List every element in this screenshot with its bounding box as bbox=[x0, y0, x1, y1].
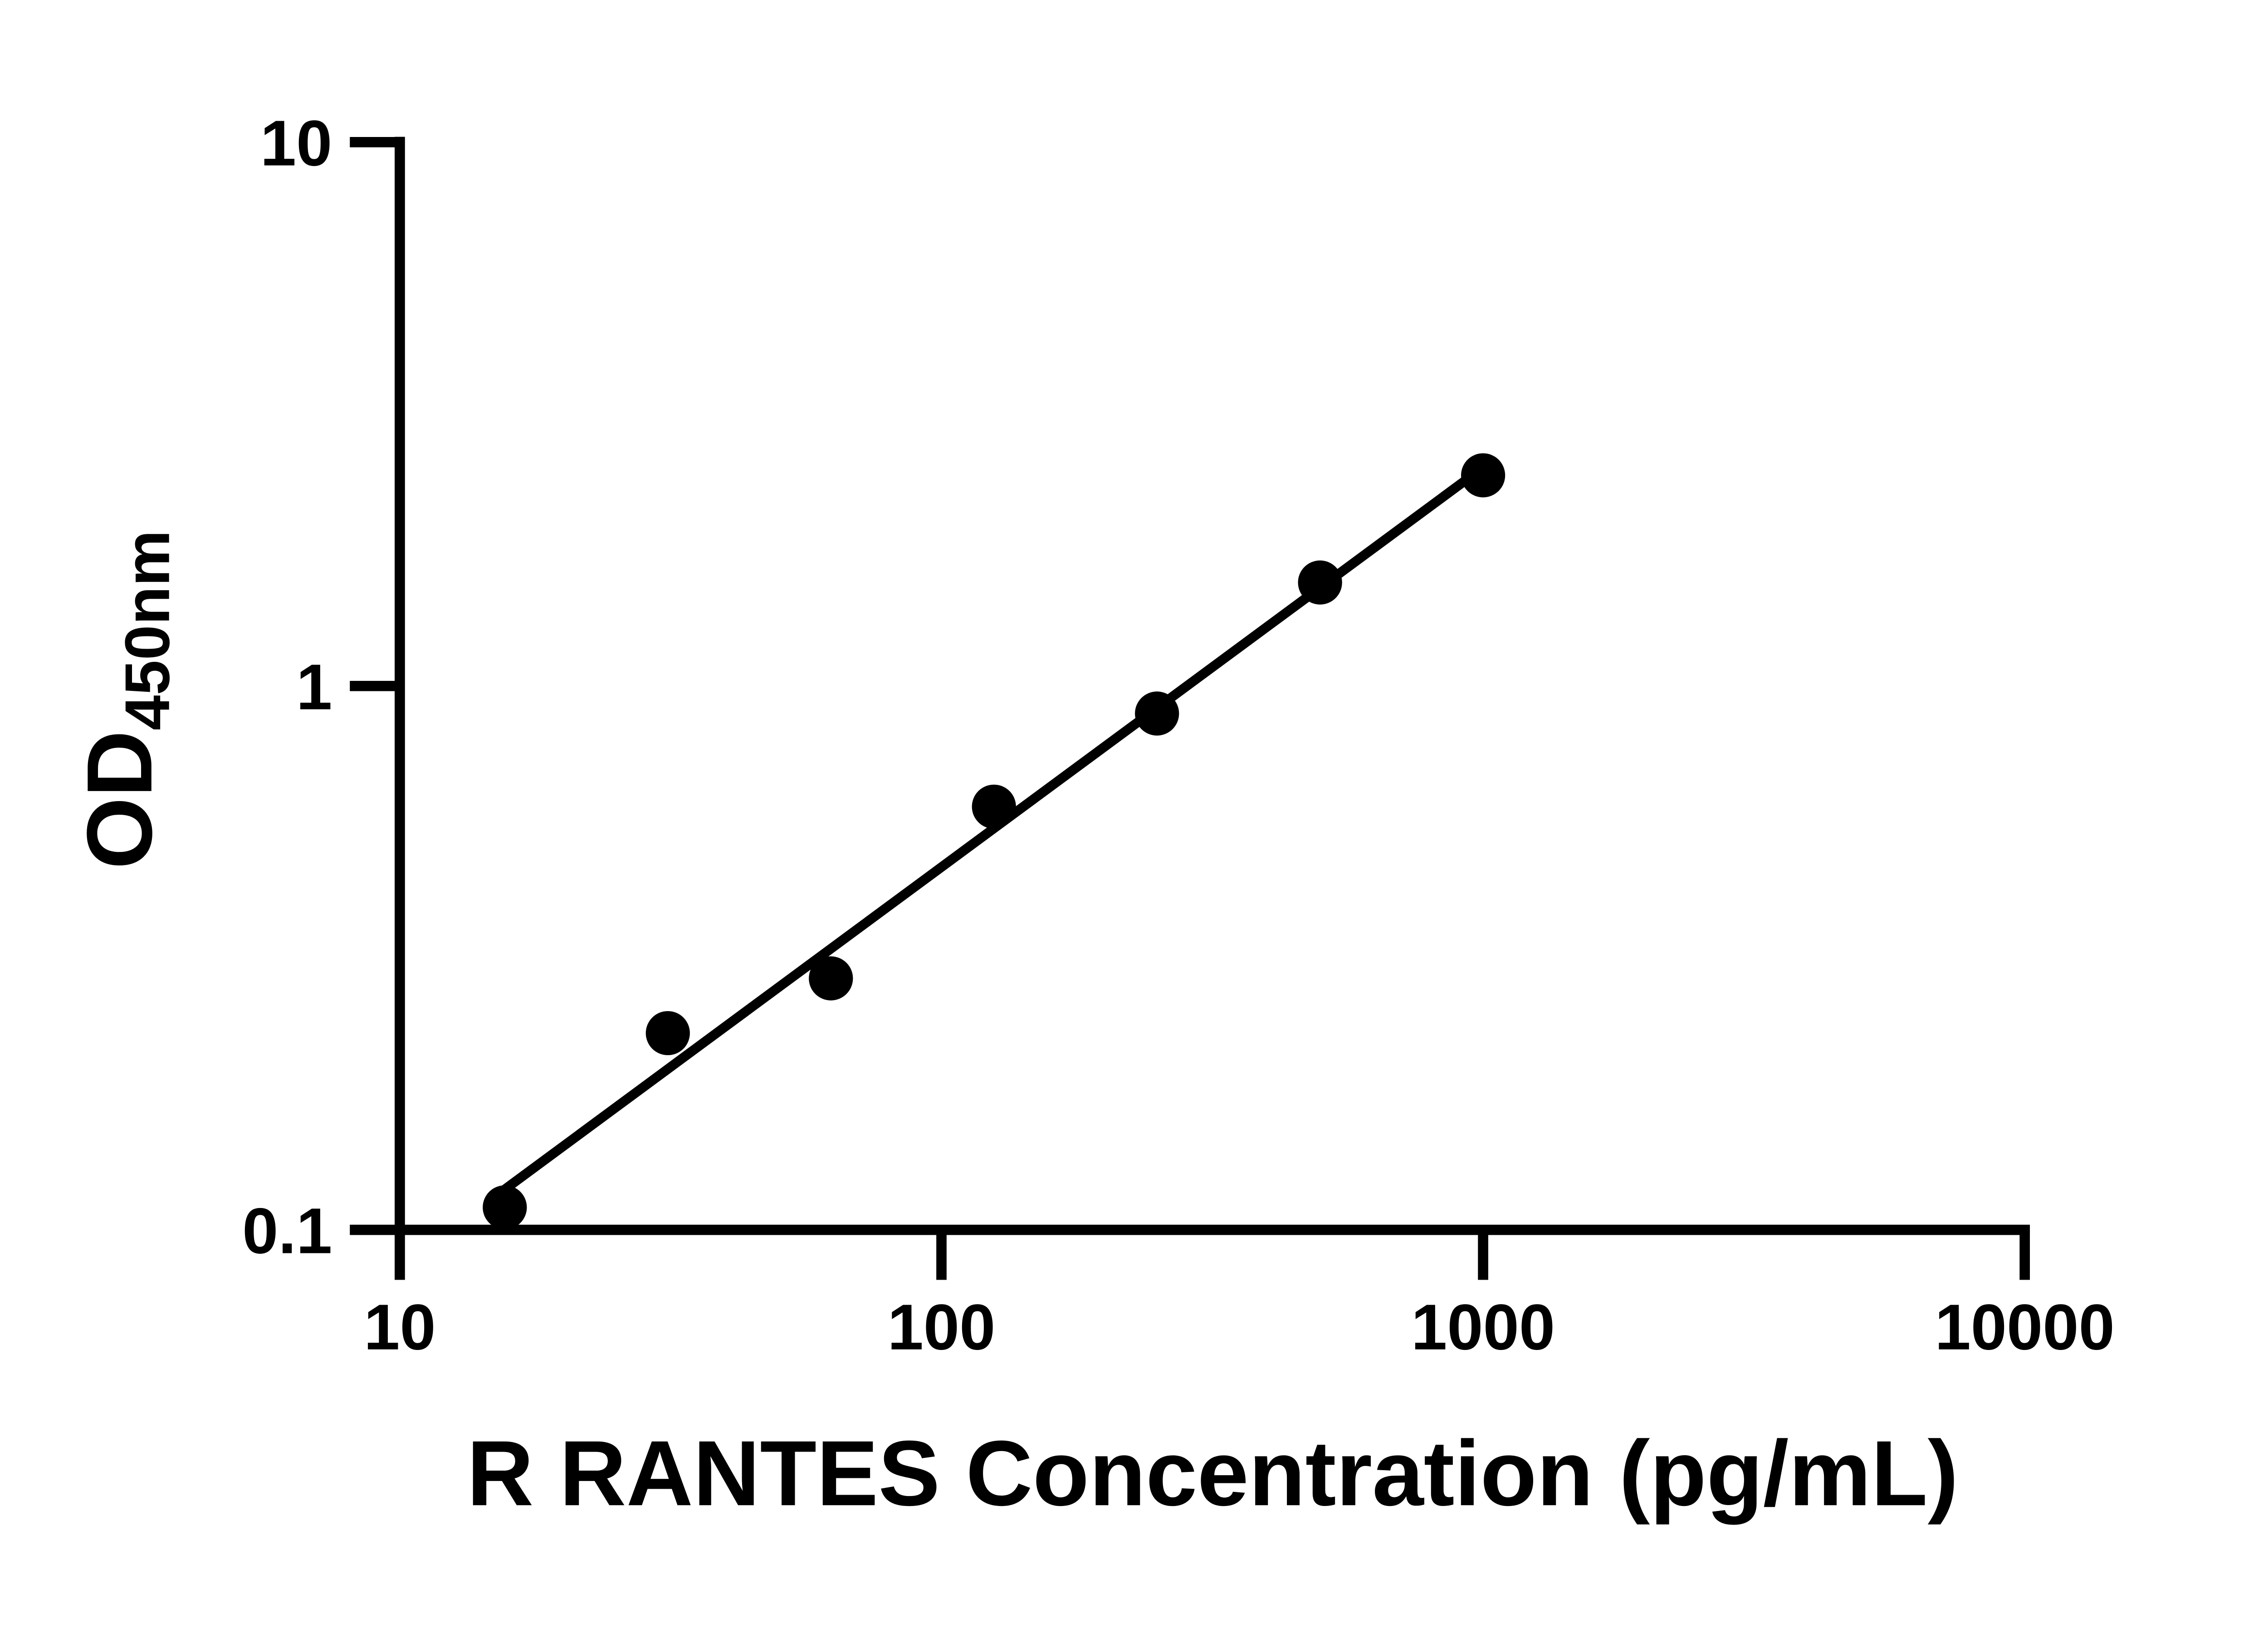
x-tick-label: 10000 bbox=[1935, 1291, 2114, 1364]
x-axis-title: R RANTES Concentration (pg/mL) bbox=[467, 1422, 1959, 1525]
x-tick-label: 1000 bbox=[1411, 1291, 1555, 1364]
data-point bbox=[809, 956, 853, 1001]
data-point bbox=[483, 1185, 527, 1230]
y-axis-title: OD450nm bbox=[68, 530, 183, 870]
data-point bbox=[645, 1011, 690, 1056]
data-point bbox=[1298, 560, 1342, 605]
x-tick-label: 100 bbox=[888, 1291, 996, 1364]
y-tick-label: 1 bbox=[296, 651, 332, 724]
y-tick-label: 10 bbox=[260, 108, 332, 180]
data-point bbox=[1135, 691, 1179, 736]
data-point bbox=[972, 784, 1016, 829]
data-point bbox=[1461, 453, 1505, 498]
y-tick-label: 0.1 bbox=[242, 1195, 332, 1267]
x-tick-label: 10 bbox=[364, 1291, 436, 1364]
